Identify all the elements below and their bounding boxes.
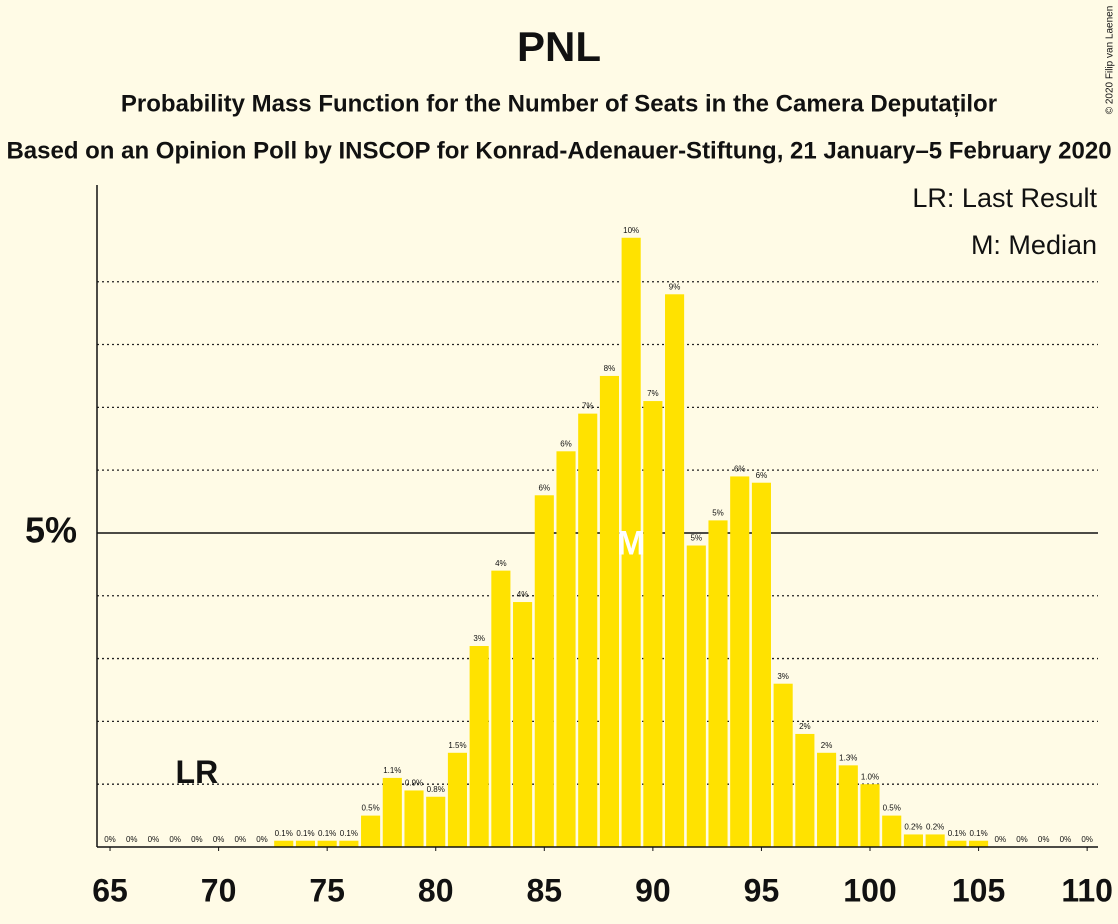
value-label: 7% bbox=[582, 402, 594, 411]
value-label: 0% bbox=[1038, 835, 1050, 844]
value-label: 1.0% bbox=[861, 772, 879, 781]
value-label: 8% bbox=[604, 364, 616, 373]
bar bbox=[795, 733, 815, 847]
bar bbox=[969, 840, 989, 847]
bar bbox=[903, 834, 923, 847]
value-label: 3% bbox=[777, 672, 789, 681]
value-label: 0% bbox=[104, 835, 116, 844]
value-label: 1.1% bbox=[383, 766, 401, 775]
value-label: 2% bbox=[799, 722, 811, 731]
bar bbox=[295, 840, 316, 847]
x-tick-label: 100 bbox=[843, 872, 896, 908]
bar bbox=[274, 840, 294, 847]
value-label: 0% bbox=[148, 835, 160, 844]
bar bbox=[599, 375, 619, 847]
bar bbox=[621, 237, 641, 847]
bar bbox=[469, 646, 489, 847]
value-label: 6% bbox=[560, 439, 572, 448]
bar bbox=[925, 834, 945, 847]
copyright: © 2020 Filip van Laenen bbox=[1105, 6, 1116, 115]
bar bbox=[491, 570, 511, 847]
bar bbox=[534, 495, 554, 847]
bar bbox=[513, 602, 533, 847]
value-label: 0.5% bbox=[361, 804, 379, 813]
bar bbox=[404, 790, 424, 847]
bar bbox=[686, 545, 706, 847]
value-label: 1.5% bbox=[448, 741, 466, 750]
value-label: 0.8% bbox=[427, 785, 445, 794]
chart-subtitle: Based on an Opinion Poll by INSCOP for K… bbox=[6, 137, 1111, 164]
value-label: 0% bbox=[213, 835, 225, 844]
x-tick-label: 75 bbox=[309, 872, 345, 908]
value-label: 0.1% bbox=[948, 829, 966, 838]
value-label: 0% bbox=[995, 835, 1007, 844]
bar bbox=[751, 482, 771, 847]
bar bbox=[882, 815, 902, 847]
bar bbox=[643, 401, 663, 847]
chart-subtitle: Probability Mass Function for the Number… bbox=[121, 90, 997, 117]
y-tick-label: 5% bbox=[25, 509, 77, 550]
value-label: 0% bbox=[1016, 835, 1028, 844]
value-label: 5% bbox=[691, 534, 703, 543]
x-tick-label: 110 bbox=[1061, 872, 1113, 908]
value-label: 0% bbox=[126, 835, 138, 844]
value-label: 0.1% bbox=[969, 829, 987, 838]
bar bbox=[773, 683, 793, 847]
bar bbox=[817, 752, 837, 847]
bar bbox=[665, 294, 685, 848]
value-label: 9% bbox=[669, 282, 681, 291]
value-label: 7% bbox=[647, 389, 659, 398]
bar bbox=[838, 765, 858, 847]
value-label: 0.5% bbox=[883, 804, 901, 813]
value-label: 3% bbox=[473, 634, 485, 643]
value-label: 0.1% bbox=[275, 829, 293, 838]
x-tick-label: 90 bbox=[635, 872, 671, 908]
legend-entry: M: Median bbox=[971, 230, 1097, 260]
bar bbox=[860, 784, 880, 847]
bar bbox=[447, 752, 468, 847]
value-label: 10% bbox=[623, 226, 639, 235]
bar bbox=[339, 840, 359, 847]
value-label: 0.9% bbox=[405, 779, 423, 788]
value-label: 1.3% bbox=[839, 753, 857, 762]
value-label: 0.1% bbox=[340, 829, 358, 838]
bar bbox=[578, 413, 598, 847]
chart-title: PNL bbox=[517, 23, 601, 70]
value-label: 0% bbox=[1060, 835, 1072, 844]
value-label: 4% bbox=[517, 590, 529, 599]
bar bbox=[382, 777, 402, 847]
value-label: 4% bbox=[495, 559, 507, 568]
bar bbox=[426, 796, 446, 847]
x-tick-label: 95 bbox=[744, 872, 780, 908]
x-tick-label: 105 bbox=[952, 872, 1005, 908]
value-label: 0.2% bbox=[904, 823, 922, 832]
value-label: 0% bbox=[235, 835, 247, 844]
value-label: 0% bbox=[191, 835, 203, 844]
x-tick-label: 85 bbox=[527, 872, 563, 908]
value-label: 0% bbox=[169, 835, 181, 844]
annotation: LR bbox=[176, 754, 219, 790]
bar bbox=[361, 815, 381, 847]
value-label: 6% bbox=[734, 465, 746, 474]
bar bbox=[317, 840, 337, 847]
value-label: 0.2% bbox=[926, 823, 944, 832]
x-tick-label: 65 bbox=[92, 872, 128, 908]
bar bbox=[708, 520, 728, 847]
annotation: M bbox=[617, 525, 645, 563]
x-tick-label: 80 bbox=[418, 872, 454, 908]
bar bbox=[556, 451, 576, 847]
value-label: 0% bbox=[1081, 835, 1093, 844]
value-label: 2% bbox=[821, 741, 833, 750]
value-label: 5% bbox=[712, 509, 724, 518]
legend-entry: LR: Last Result bbox=[912, 183, 1097, 213]
value-label: 6% bbox=[539, 483, 551, 492]
value-label: 6% bbox=[756, 471, 768, 480]
value-label: 0.1% bbox=[318, 829, 336, 838]
value-label: 0% bbox=[256, 835, 268, 844]
value-label: 0.1% bbox=[296, 829, 314, 838]
x-tick-label: 70 bbox=[201, 872, 237, 908]
bar bbox=[947, 840, 967, 847]
bar bbox=[730, 476, 750, 847]
